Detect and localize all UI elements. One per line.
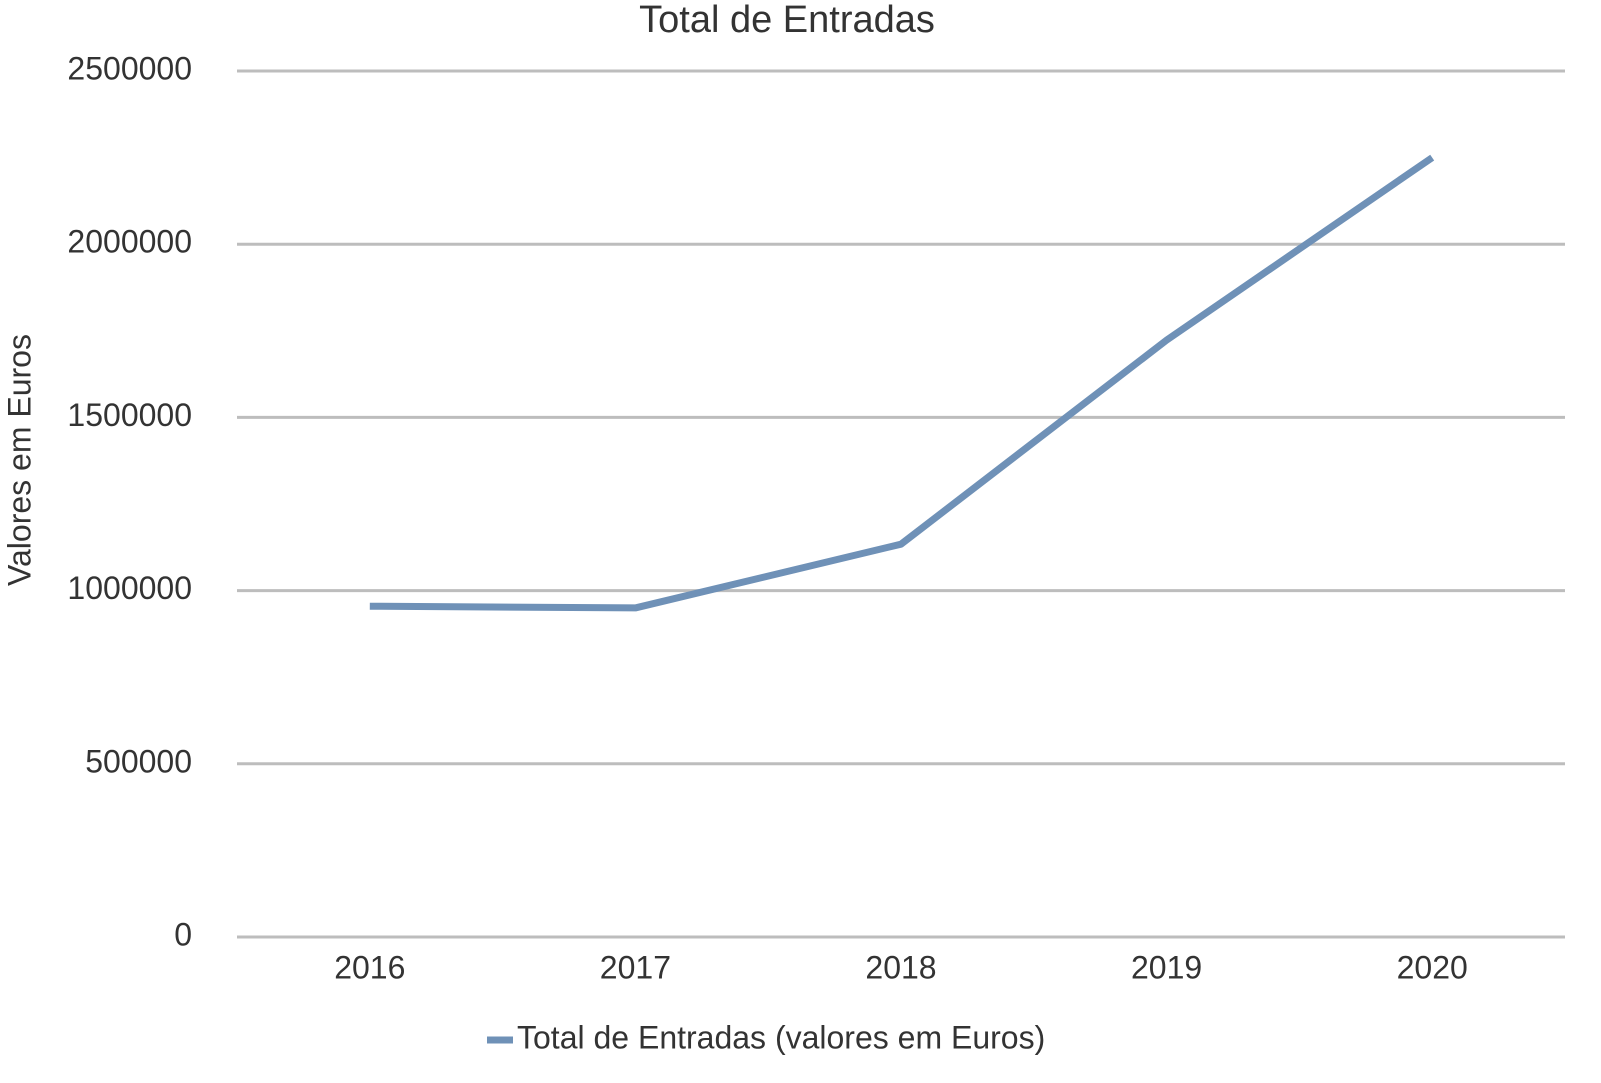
y-tick-label: 500000 <box>85 743 192 779</box>
y-tick-label: 1500000 <box>67 397 192 433</box>
x-tick-label: 2016 <box>334 949 405 985</box>
x-tick-label: 2019 <box>1131 949 1202 985</box>
y-tick-label: 0 <box>174 916 192 952</box>
x-tick-label: 2018 <box>865 949 936 985</box>
y-tick-label: 2500000 <box>67 50 192 86</box>
y-axis-label: Valores em Euros <box>1 334 37 586</box>
legend-label: Total de Entradas (valores em Euros) <box>517 1019 1045 1055</box>
x-tick-label: 2017 <box>600 949 671 985</box>
chart-title: Total de Entradas <box>639 0 935 41</box>
y-tick-label: 1000000 <box>67 570 192 606</box>
data-line <box>369 154 1435 612</box>
x-tick-label: 2020 <box>1397 949 1468 985</box>
y-tick-label: 2000000 <box>67 224 192 260</box>
